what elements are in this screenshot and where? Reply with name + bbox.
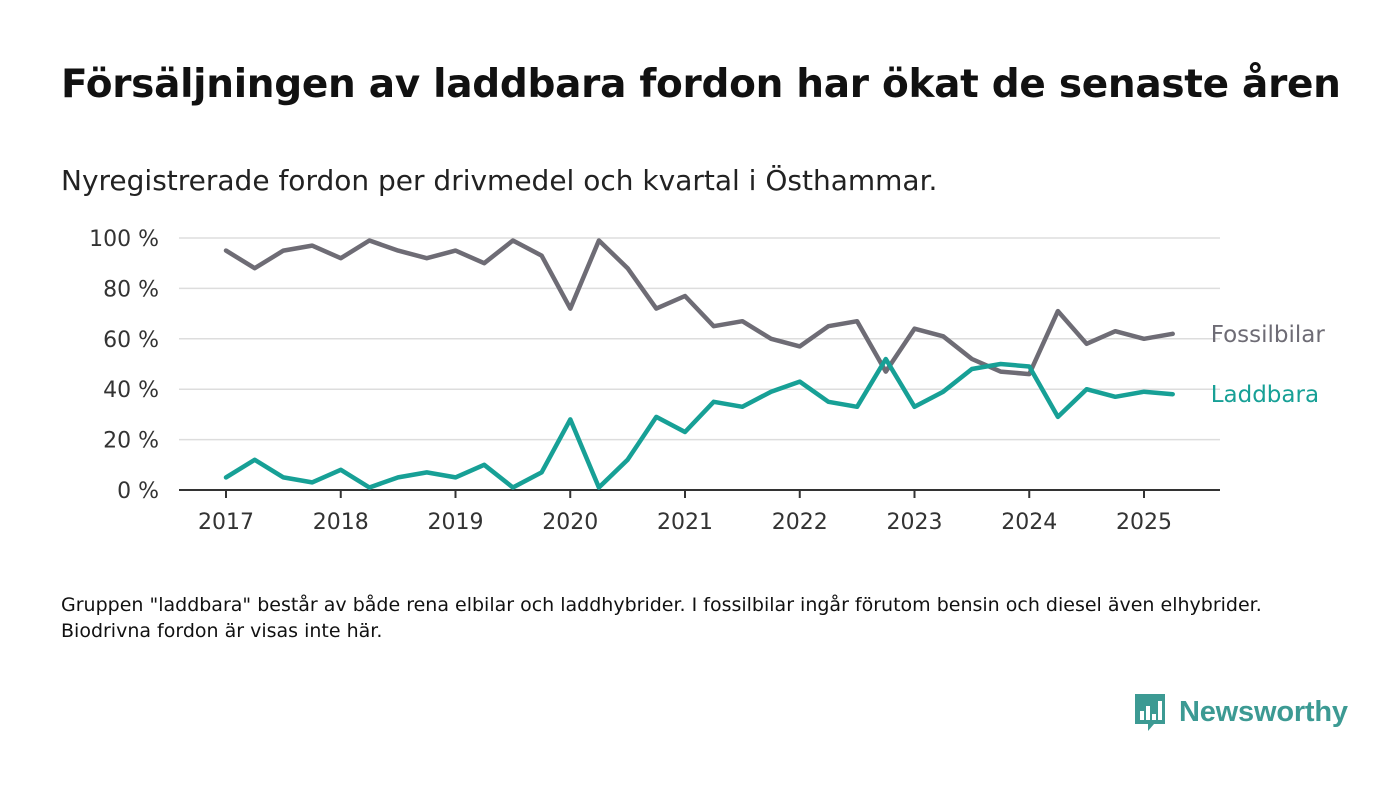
x-tick-label: 2018	[313, 510, 369, 535]
x-tick-label: 2025	[1116, 510, 1172, 535]
x-tick-label: 2022	[772, 510, 828, 535]
x-tick-label: 2019	[428, 510, 484, 535]
chart-subtitle: Nyregistrerade fordon per drivmedel och …	[61, 164, 938, 197]
x-tick-label: 2017	[198, 510, 254, 535]
bar-chart-speech-bubble-icon	[1135, 694, 1165, 731]
series-line-fossilbilar	[223, 238, 1175, 377]
x-tick-label: 2021	[657, 510, 713, 535]
brand-logo[interactable]: Newsworthy	[1133, 690, 1348, 734]
series-line-laddbara	[223, 356, 1175, 490]
series-label-laddbara: Laddbara	[1211, 382, 1319, 408]
footnote: Gruppen "laddbara" består av både rena e…	[61, 594, 1262, 642]
x-tick-label: 2024	[1001, 510, 1057, 535]
series-label-fossilbilar: Fossilbilar	[1211, 322, 1326, 348]
x-tick-label: 2023	[887, 510, 943, 535]
y-tick-label: 80 %	[103, 277, 159, 302]
y-tick-label: 20 %	[103, 429, 159, 454]
brand-name: Newsworthy	[1179, 695, 1348, 728]
y-tick-label: 0 %	[117, 479, 159, 504]
axes: 0 % 20 % 40 % 60 % 80 % 100 % 2017 2018 2019 2020…	[89, 227, 1220, 535]
y-tick-label: 100 %	[89, 227, 159, 252]
y-tick-label: 60 %	[103, 328, 159, 353]
x-tick-label: 2020	[542, 510, 598, 535]
line-chart: 0 % 20 % 40 % 60 % 80 % 100 % 2017 2018 2019 2020…	[89, 227, 1326, 535]
series-lines	[223, 238, 1175, 490]
y-tick-label: 40 %	[103, 378, 159, 403]
series-labels: Fossilbilar Laddbara	[1211, 322, 1326, 408]
chart-title: Försäljningen av laddbara fordon har öka…	[61, 62, 1341, 107]
